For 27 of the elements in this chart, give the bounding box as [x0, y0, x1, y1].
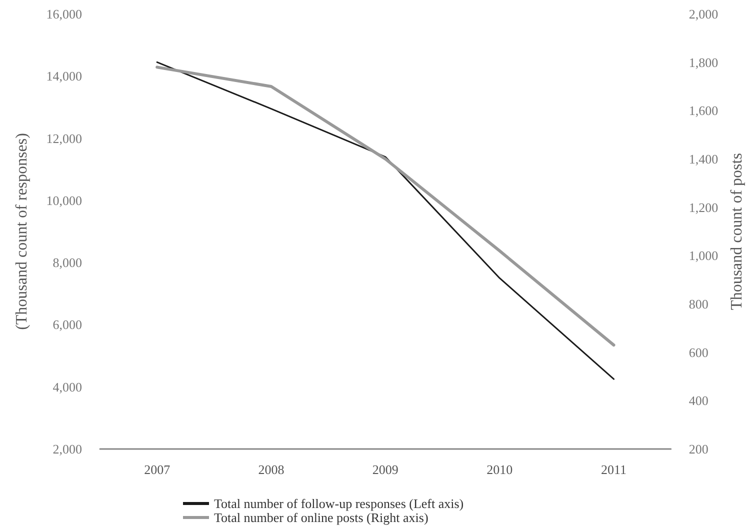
y-tick-label: 6,000: [52, 317, 82, 332]
x-tick-label: 2008: [258, 462, 284, 477]
y2-tick-label: 1,600: [688, 103, 718, 118]
x-tick-label: 2009: [372, 462, 398, 477]
y2-tick-label: 800: [688, 296, 708, 312]
x-tick-label: 2010: [486, 462, 513, 477]
y-tick-label: 10,000: [46, 192, 82, 208]
y-tick-label: 12,000: [46, 130, 82, 146]
y2-tick-label: 1,200: [688, 200, 718, 215]
y2-axis-title: Thousand count of posts: [728, 153, 746, 310]
y-tick-label: 4,000: [52, 379, 82, 394]
y2-tick-label: 1,000: [688, 248, 718, 264]
y2-tick-label: 400: [688, 393, 708, 408]
x-tick-label: 2011: [601, 462, 627, 477]
y2-tick-label: 200: [688, 442, 708, 456]
y2-tick-label: 600: [688, 344, 708, 360]
y2-tick-label: 1,400: [688, 152, 718, 166]
y-tick-label: 8,000: [52, 255, 82, 270]
y-tick-label: 2,000: [52, 442, 82, 456]
y-axis-title: (Thousand count of responses): [14, 133, 30, 330]
legend-label: Total number of online posts (Right axis): [214, 510, 428, 525]
x-tick-label: 2007: [144, 462, 171, 477]
y-tick-label: 14,000: [46, 68, 82, 84]
legend-label: Total number of follow-up responses (Left axis): [214, 496, 464, 511]
y2-tick-label: 2,000: [688, 6, 718, 22]
y-tick-label: 16,000: [46, 6, 82, 22]
y2-tick-label: 1,800: [688, 54, 718, 70]
